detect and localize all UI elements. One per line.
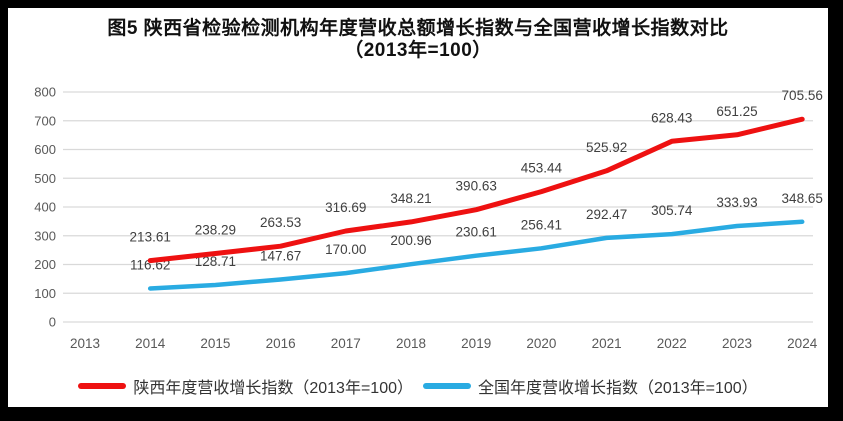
svg-text:213.61: 213.61 xyxy=(130,230,171,245)
chart-title: 图5 陕西省检验检测机构年度营收总额增长指数与全国营收增长指数对比 （2013年… xyxy=(8,18,828,62)
svg-text:400: 400 xyxy=(34,200,56,215)
svg-text:2020: 2020 xyxy=(526,336,556,351)
chart-legend: 陕西年度营收增长指数（2013年=100） 全国年度营收增长指数（2013年=1… xyxy=(8,374,828,398)
svg-text:525.92: 525.92 xyxy=(586,140,627,155)
svg-text:0: 0 xyxy=(49,315,56,330)
svg-text:2019: 2019 xyxy=(461,336,491,351)
svg-text:2015: 2015 xyxy=(200,336,230,351)
legend-item-shaanxi: 陕西年度营收增长指数（2013年=100） xyxy=(78,374,413,398)
svg-text:292.47: 292.47 xyxy=(586,207,627,222)
svg-text:500: 500 xyxy=(34,171,56,186)
svg-text:390.63: 390.63 xyxy=(456,179,497,194)
svg-text:316.69: 316.69 xyxy=(325,200,366,215)
svg-text:200.96: 200.96 xyxy=(390,233,431,248)
svg-text:453.44: 453.44 xyxy=(521,161,563,176)
svg-text:263.53: 263.53 xyxy=(260,215,301,230)
svg-text:147.67: 147.67 xyxy=(260,249,301,264)
chart-title-line1: 图5 陕西省检验检测机构年度营收总额增长指数与全国营收增长指数对比 xyxy=(107,18,729,39)
svg-text:2014: 2014 xyxy=(135,336,166,351)
legend-label-shaanxi: 陕西年度营收增长指数（2013年=100） xyxy=(133,380,413,397)
svg-text:705.56: 705.56 xyxy=(782,88,823,103)
svg-text:305.74: 305.74 xyxy=(651,203,693,218)
shaanxi-line-swatch-icon xyxy=(78,383,127,389)
svg-text:2018: 2018 xyxy=(396,336,426,351)
chart-title-line2: （2013年=100） xyxy=(344,40,492,61)
svg-text:348.65: 348.65 xyxy=(782,191,823,206)
svg-text:2024: 2024 xyxy=(787,336,818,351)
svg-text:348.21: 348.21 xyxy=(390,191,431,206)
svg-text:2016: 2016 xyxy=(266,336,296,351)
svg-text:300: 300 xyxy=(34,228,56,243)
svg-text:600: 600 xyxy=(34,142,56,157)
svg-text:651.25: 651.25 xyxy=(716,104,757,119)
line-chart: 0 100 200 300 400 500 600 700 800 2013 2014 2015 201… xyxy=(34,85,823,352)
svg-text:128.71: 128.71 xyxy=(195,254,236,269)
svg-text:170.00: 170.00 xyxy=(325,242,366,257)
svg-text:238.29: 238.29 xyxy=(195,222,236,237)
legend-label-national: 全国年度营收增长指数（2013年=100） xyxy=(478,380,758,397)
svg-text:100: 100 xyxy=(34,286,56,301)
svg-text:800: 800 xyxy=(34,85,56,100)
svg-text:700: 700 xyxy=(34,113,56,128)
svg-text:2021: 2021 xyxy=(592,336,622,351)
svg-text:256.41: 256.41 xyxy=(521,217,562,232)
svg-text:2022: 2022 xyxy=(657,336,687,351)
svg-text:2017: 2017 xyxy=(331,336,361,351)
svg-text:230.61: 230.61 xyxy=(456,225,497,240)
svg-text:200: 200 xyxy=(34,257,56,272)
svg-text:628.43: 628.43 xyxy=(651,110,692,125)
chart-panel: 图5 陕西省检验检测机构年度营收总额增长指数与全国营收增长指数对比 （2013年… xyxy=(8,8,828,407)
svg-text:2013: 2013 xyxy=(70,336,100,351)
national-line-swatch-icon xyxy=(423,383,471,389)
svg-text:333.93: 333.93 xyxy=(716,195,757,210)
svg-text:2023: 2023 xyxy=(722,336,752,351)
legend-item-national: 全国年度营收增长指数（2013年=100） xyxy=(423,374,758,398)
